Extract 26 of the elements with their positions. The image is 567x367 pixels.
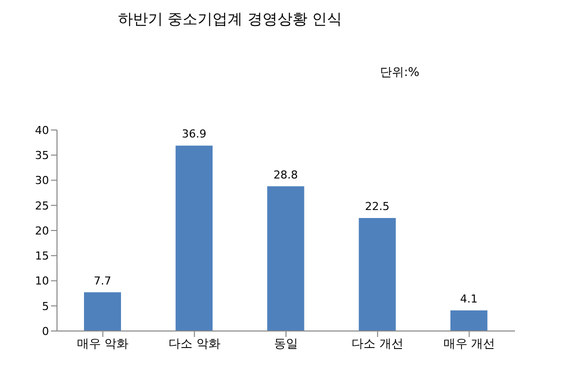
data-label: 4.1 bbox=[460, 292, 478, 306]
bar bbox=[358, 218, 396, 331]
bar bbox=[84, 292, 121, 331]
bar bbox=[176, 146, 213, 331]
bar bbox=[267, 186, 304, 331]
y-tick-label: 20 bbox=[35, 224, 49, 238]
data-label: 28.8 bbox=[273, 168, 298, 182]
x-tick-label: 동일 bbox=[274, 336, 298, 351]
x-tick-label: 매우 악화 bbox=[76, 336, 129, 351]
bar bbox=[450, 310, 488, 331]
y-tick-label: 40 bbox=[35, 124, 49, 137]
y-tick-label: 25 bbox=[35, 199, 49, 212]
x-tick-label: 매우 개선 bbox=[443, 336, 496, 351]
y-tick-label: 35 bbox=[35, 149, 49, 162]
y-tick-label: 30 bbox=[35, 174, 49, 188]
data-label: 7.7 bbox=[94, 274, 112, 288]
chart-title: 하반기 중소기업계 경영상황 인식 bbox=[116, 10, 344, 29]
y-tick-label: 5 bbox=[42, 300, 49, 313]
y-tick-label: 0 bbox=[42, 324, 49, 338]
x-tick-label: 다소 개선 bbox=[352, 336, 404, 351]
text: 단위:% bbox=[380, 64, 420, 81]
y-tick-label: 15 bbox=[35, 250, 49, 263]
data-label: 36.9 bbox=[182, 128, 206, 141]
data-label: 22.5 bbox=[365, 200, 390, 213]
x-tick-label: 다소 악화 bbox=[168, 336, 220, 351]
y-tick-label: 10 bbox=[35, 274, 49, 288]
